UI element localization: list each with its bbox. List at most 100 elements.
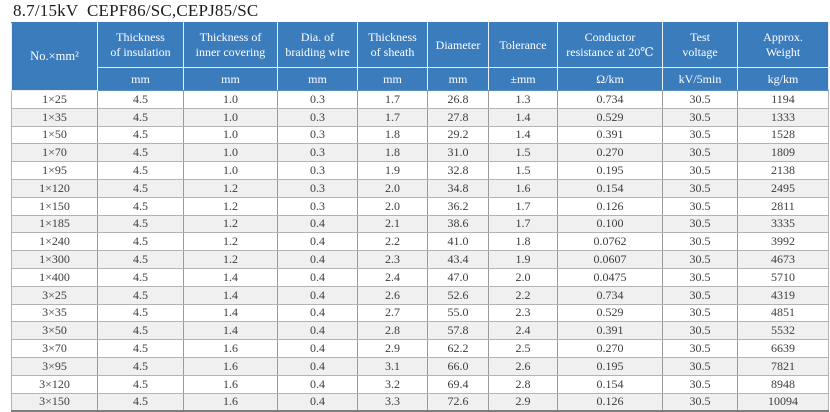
cell-value: 30.5 [662, 90, 738, 109]
column-header: Thickness of sheath [357, 22, 428, 68]
cell-value: 2.8 [357, 321, 428, 341]
cell-value: 0.4 [277, 339, 358, 358]
cell-size: 1×240 [11, 232, 98, 252]
cell-value: 2.4 [488, 321, 558, 341]
cell-value: 4.5 [97, 285, 184, 305]
cell-value: 2.0 [488, 267, 558, 287]
cell-value: 1.8 [357, 125, 428, 145]
cell-value: 0.3 [277, 161, 358, 180]
cell-value: 2.6 [488, 356, 558, 376]
cell-value: 30.5 [662, 303, 738, 323]
cell-value: 1194 [737, 90, 829, 109]
cell-value: 4673 [737, 250, 829, 269]
cell-value: 1.7 [488, 196, 558, 216]
table-row: 1×150 4.5 1.2 0.3 2.0 36.2 1.7 0.126 30.5 2811 [11, 196, 829, 216]
table-header: No.×mm² Thickness of insulation Thickness… [11, 22, 829, 91]
cell-value: 4.5 [97, 321, 184, 341]
cell-value: 0.391 [557, 125, 663, 145]
cell-size: 3×35 [11, 303, 98, 323]
cell-value: 3.1 [357, 356, 428, 376]
cell-size: 3×50 [11, 321, 98, 341]
column-header-size: No.×mm² [11, 22, 98, 91]
cell-value: 1.4 [183, 321, 278, 341]
cell-value: 0.100 [557, 214, 663, 234]
cell-value: 0.270 [557, 339, 663, 358]
cell-value: 41.0 [427, 232, 489, 252]
cell-size: 1×185 [11, 214, 98, 234]
cell-value: 1.4 [488, 107, 558, 127]
cell-value: 1.2 [183, 214, 278, 234]
cell-value: 1.5 [488, 161, 558, 180]
cell-value: 2.0 [357, 196, 428, 216]
cell-value: 0.529 [557, 303, 663, 323]
cell-value: 4.5 [97, 90, 184, 109]
cell-value: 52.6 [427, 285, 489, 305]
header-label-row: No.×mm² Thickness of insulation Thickness… [11, 22, 829, 91]
column-header: Tolerance [488, 22, 558, 68]
cell-value: 55.0 [427, 303, 489, 323]
column-unit: mm [97, 67, 184, 91]
cell-value: 0.3 [277, 178, 358, 198]
cell-value: 0.4 [277, 267, 358, 287]
cell-value: 43.4 [427, 250, 489, 269]
cell-value: 1.3 [488, 90, 558, 109]
cell-value: 1.4 [183, 303, 278, 323]
cell-value: 30.5 [662, 267, 738, 287]
cell-value: 1.0 [183, 143, 278, 163]
table-row: 3×70 4.5 1.6 0.4 2.9 62.2 2.5 0.270 30.5 6639 [11, 339, 829, 358]
cell-value: 1.9 [488, 250, 558, 269]
cell-value: 4.5 [97, 178, 184, 198]
cell-value: 2.8 [488, 374, 558, 394]
cell-size: 3×70 [11, 339, 98, 358]
cell-value: 66.0 [427, 356, 489, 376]
cell-value: 29.2 [427, 125, 489, 145]
cell-value: 4.5 [97, 267, 184, 287]
column-unit: mm [277, 67, 358, 91]
cell-value: 1.6 [183, 392, 278, 412]
cell-value: 30.5 [662, 196, 738, 216]
cell-value: 0.4 [277, 374, 358, 394]
cell-value: 0.4 [277, 285, 358, 305]
cell-value: 30.5 [662, 392, 738, 412]
cell-value: 4851 [737, 303, 829, 323]
cell-value: 2495 [737, 178, 829, 198]
cell-value: 3335 [737, 214, 829, 234]
cell-value: 8948 [737, 374, 829, 394]
cell-value: 36.2 [427, 196, 489, 216]
cell-value: 1.2 [183, 196, 278, 216]
cell-value: 30.5 [662, 143, 738, 163]
cell-value: 26.8 [427, 90, 489, 109]
cell-value: 30.5 [662, 107, 738, 127]
table-row: 1×70 4.5 1.0 0.3 1.8 31.0 1.5 0.270 30.5 1809 [11, 143, 829, 163]
cell-value: 4.5 [97, 392, 184, 412]
cell-size: 3×150 [11, 392, 98, 412]
table-row: 1×400 4.5 1.4 0.4 2.4 47.0 2.0 0.0475 30.5 5710 [11, 267, 829, 287]
cell-value: 6639 [737, 339, 829, 358]
cell-value: 1.0 [183, 107, 278, 127]
cell-value: 0.154 [557, 178, 663, 198]
table-row: 1×35 4.5 1.0 0.3 1.7 27.8 1.4 0.529 30.5 1333 [11, 107, 829, 127]
table-row: 1×240 4.5 1.2 0.4 2.2 41.0 1.8 0.0762 30.5 3992 [11, 232, 829, 252]
cell-value: 0.3 [277, 90, 358, 109]
cell-value: 4.5 [97, 339, 184, 358]
cell-value: 4.5 [97, 125, 184, 145]
cell-size: 1×70 [11, 143, 98, 163]
cell-size: 1×300 [11, 250, 98, 269]
cell-value: 0.4 [277, 356, 358, 376]
cell-size: 1×50 [11, 125, 98, 145]
cell-value: 1.0 [183, 161, 278, 180]
column-unit: mm [357, 67, 428, 91]
cell-value: 1.6 [183, 374, 278, 394]
cell-value: 0.529 [557, 107, 663, 127]
column-unit: Ω/km [557, 67, 663, 91]
table-row: 3×120 4.5 1.6 0.4 3.2 69.4 2.8 0.154 30.5 8948 [11, 374, 829, 394]
cell-value: 1.6 [488, 178, 558, 198]
cell-value: 30.5 [662, 250, 738, 269]
cell-size: 3×95 [11, 356, 98, 376]
cell-value: 10094 [737, 392, 829, 412]
column-header: Diameter [427, 22, 489, 68]
cell-value: 5532 [737, 321, 829, 341]
cell-value: 2.2 [488, 285, 558, 305]
cell-value: 1333 [737, 107, 829, 127]
